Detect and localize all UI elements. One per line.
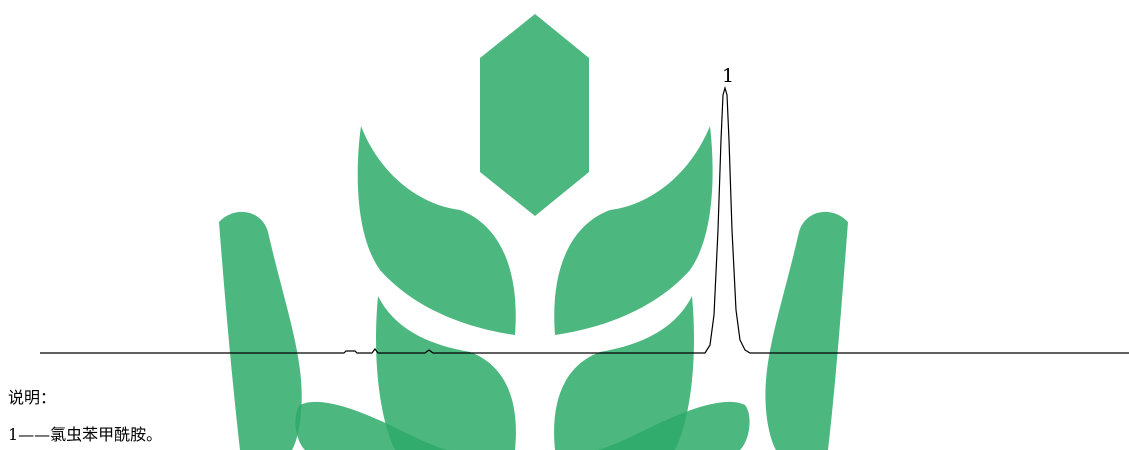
watermark-swoosh-left <box>295 401 450 450</box>
watermark-band-right <box>765 211 848 450</box>
legend-heading: 说明： <box>8 388 57 407</box>
watermark-leaf-upper-right <box>554 126 713 335</box>
chromatogram-trace <box>40 85 1129 354</box>
watermark-band-left <box>219 211 302 450</box>
watermark-leaf-upper-left <box>357 126 516 335</box>
watermark-hexagon <box>480 14 589 216</box>
watermark-leaf-lower-right <box>554 296 695 450</box>
peak-label: 1 <box>722 65 734 87</box>
watermark-leaf-lower-left <box>375 296 516 450</box>
legend-item: 1——氯虫苯甲酰胺。 <box>8 425 163 444</box>
watermark-swoosh-right <box>595 401 750 450</box>
